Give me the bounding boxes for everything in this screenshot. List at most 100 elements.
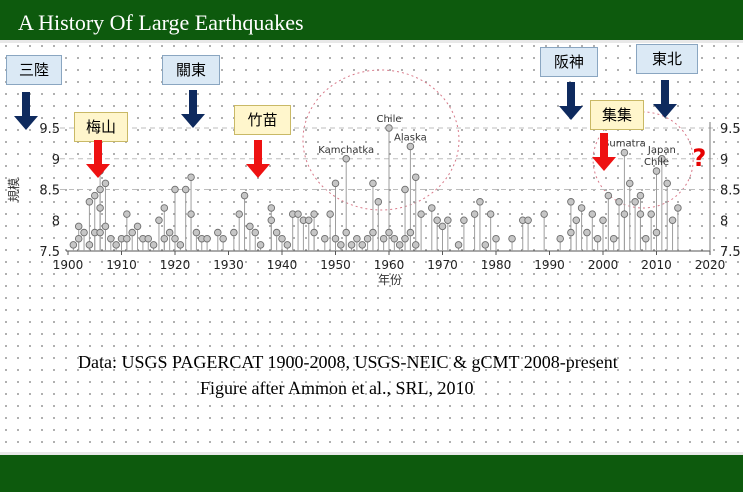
event-point [112, 241, 120, 249]
blue-down-arrow-icon [181, 90, 205, 128]
event-point [176, 241, 185, 249]
arrow-shape [14, 92, 38, 130]
arrow-shape [559, 82, 583, 120]
slide-title: A History Of Large Earthquakes [18, 10, 304, 35]
event-point [385, 124, 393, 132]
event-point [133, 222, 142, 231]
red-down-arrow-icon [246, 140, 270, 178]
event-point [85, 241, 94, 249]
event-point [165, 228, 174, 237]
y-tick-label-left: 9 [52, 153, 60, 168]
event-point [642, 234, 650, 243]
event-point [369, 179, 377, 188]
event-point [668, 216, 677, 224]
event-point [481, 241, 490, 249]
event-point [251, 228, 259, 237]
event-point [567, 198, 575, 206]
event-point [326, 210, 334, 218]
highlight-circle-1950s [302, 69, 460, 211]
annotation-chile: Chile [644, 157, 669, 168]
x-tick-label: 1990 [534, 258, 565, 272]
event-point [604, 191, 613, 200]
event-point [96, 228, 104, 237]
label-badge-jiji: 集集 [590, 100, 644, 130]
event-point [96, 185, 104, 194]
event-point [636, 191, 645, 200]
caption-data-source: Data: USGS PAGERCAT 1900-2008, USGS-NEIC… [78, 352, 618, 372]
x-tick-label: 1980 [481, 258, 512, 272]
event-point [572, 216, 581, 224]
y-tick-label-left: 8 [52, 214, 60, 229]
event-point [674, 204, 682, 212]
event-point [128, 228, 136, 237]
x-tick-label: 2020 [695, 258, 726, 272]
annotation-japan: Japan [647, 145, 676, 156]
event-point [358, 241, 367, 249]
label-badge-zhumiao: 竹苗 [234, 105, 291, 135]
arrow-shape [246, 140, 270, 178]
event-point [626, 179, 634, 188]
y-axis-label: 規模 [6, 178, 21, 202]
slide-footer-bar [0, 452, 743, 492]
y-tick-label-right: 9.5 [720, 122, 741, 137]
arrow-shape [86, 140, 110, 178]
event-point [347, 241, 356, 249]
event-point [379, 234, 388, 243]
event-point [363, 234, 372, 243]
label-badge-sanriku: 三陸 [6, 55, 62, 85]
event-point [149, 241, 158, 249]
event-point [187, 173, 195, 181]
event-point [278, 234, 286, 243]
x-tick-label: 2010 [641, 258, 672, 272]
event-point [508, 234, 516, 243]
event-point [593, 234, 602, 243]
x-tick-label: 1960 [374, 258, 405, 272]
event-point [556, 234, 564, 243]
event-point [123, 210, 131, 218]
x-tick-label: 1940 [267, 258, 298, 272]
event-point [412, 173, 420, 181]
event-point [90, 191, 99, 200]
event-point [187, 210, 195, 218]
event-point [583, 228, 591, 237]
earthquake-magnitude-chart: 1900 1910 1920 1930 1940 1950 1960 1970 1980 1990… [6, 69, 741, 287]
event-point [214, 228, 222, 237]
event-point [385, 228, 393, 237]
blue-down-arrow-icon [14, 92, 38, 130]
x-tick-label: 2000 [588, 258, 619, 272]
annotation-kamchatka: Kamchatka [318, 145, 374, 156]
y-tick-label-left: 8.5 [39, 184, 60, 199]
y-tick-label-right: 8.5 [720, 184, 741, 199]
event-point [476, 198, 484, 206]
event-point [599, 216, 607, 224]
event-point [636, 210, 645, 218]
label-badge-hanshin: 阪神 [540, 47, 598, 77]
event-point [85, 198, 94, 206]
event-point [390, 234, 399, 243]
event-point [160, 204, 169, 212]
event-point [460, 216, 468, 224]
event-point [96, 204, 104, 212]
x-tick-label: 1950 [320, 258, 351, 272]
annotation-chile: Chile [376, 114, 401, 125]
event-point [310, 210, 318, 218]
event-point [80, 228, 88, 237]
event-point [331, 179, 340, 188]
event-point [401, 234, 409, 243]
event-point [272, 228, 281, 237]
y-tick-label-left: 7.5 [39, 245, 60, 260]
event-point [155, 216, 163, 224]
blue-down-arrow-icon [559, 82, 583, 120]
event-point [181, 185, 190, 194]
event-point [577, 204, 586, 212]
event-point [192, 228, 201, 237]
event-point [283, 241, 292, 249]
x-tick-label: 1900 [53, 258, 84, 272]
arrow-shape [592, 133, 616, 171]
event-point [615, 198, 623, 206]
event-point [588, 210, 597, 218]
event-point [433, 216, 441, 224]
annotation-alaska: Alaska [394, 132, 427, 143]
red-down-arrow-icon [592, 133, 616, 171]
event-point [144, 234, 152, 243]
